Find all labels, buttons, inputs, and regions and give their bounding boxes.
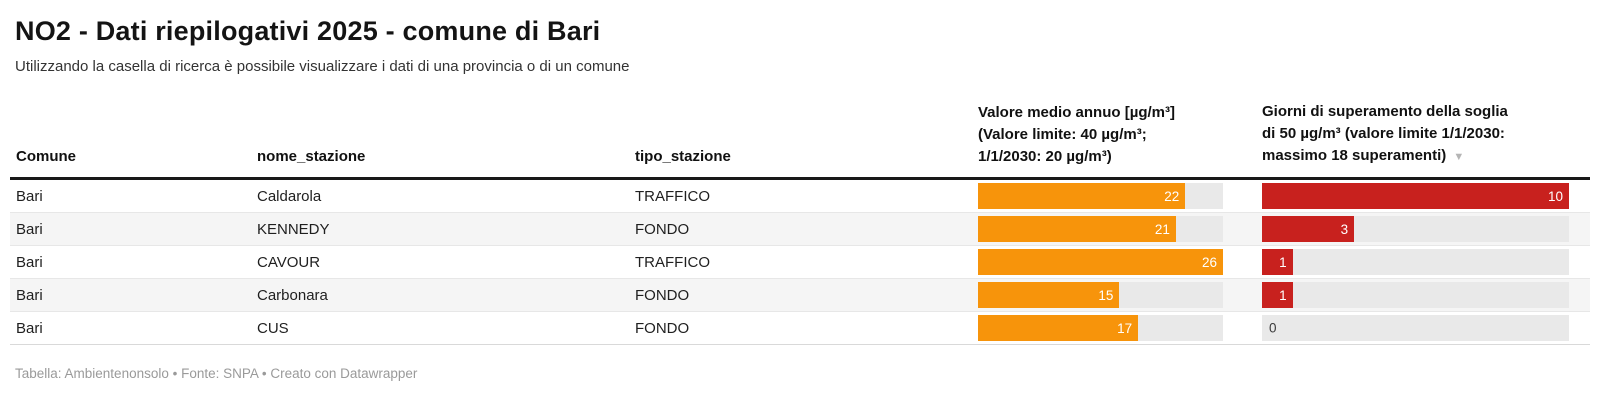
table-row: Bari Carbonara FONDO 15 1 <box>10 279 1590 312</box>
column-header-valore-medio[interactable]: Valore medio annuo [µg/m³] (Valore limit… <box>978 104 1175 165</box>
data-table: Comune nome_stazione tipo_stazione Valor… <box>10 101 1590 345</box>
cell-valore-medio: 15 <box>978 282 1223 308</box>
cell-valore-medio: 21 <box>978 216 1223 242</box>
table-row: Bari CUS FONDO 17 0 <box>10 312 1590 345</box>
cell-comune: Bari <box>16 319 43 337</box>
page-title: NO2 - Dati riepilogativi 2025 - comune d… <box>15 16 601 46</box>
valore-bar-value: 15 <box>1098 287 1114 303</box>
cell-comune: Bari <box>16 253 43 271</box>
cell-tipo-stazione: TRAFFICO <box>635 253 710 271</box>
cell-nome-stazione: Carbonara <box>257 286 328 304</box>
cell-comune: Bari <box>16 187 43 205</box>
giorni-bar: 3 <box>1262 216 1355 242</box>
giorni-bar-track: 1 <box>1262 282 1569 308</box>
table-row: Bari KENNEDY FONDO 21 3 <box>10 213 1590 246</box>
cell-giorni-superamento: 10 <box>1262 183 1569 209</box>
valore-bar-track: 17 <box>978 315 1223 341</box>
giorni-bar-value: 1 <box>1279 287 1287 303</box>
giorni-bar: 1 <box>1262 282 1293 308</box>
giorni-bar: 1 <box>1262 249 1293 275</box>
cell-tipo-stazione: FONDO <box>635 319 690 337</box>
giorni-bar-track: 10 <box>1262 183 1569 209</box>
valore-bar: 21 <box>978 216 1176 242</box>
giorni-bar-value: 0 <box>1269 320 1277 336</box>
cell-giorni-superamento: 1 <box>1262 249 1569 275</box>
table-row: Bari Caldarola TRAFFICO 22 10 <box>10 180 1590 213</box>
column-header-giorni-superamento[interactable]: Giorni di superamento della soglia di 50… <box>1262 103 1508 164</box>
valore-bar-value: 26 <box>1201 254 1217 270</box>
giorni-bar-value: 3 <box>1340 221 1349 237</box>
cell-comune: Bari <box>16 220 43 238</box>
valore-bar-value: 21 <box>1154 221 1170 237</box>
cell-giorni-superamento: 0 <box>1262 315 1569 341</box>
giorni-bar-track: 3 <box>1262 216 1569 242</box>
cell-nome-stazione: CAVOUR <box>257 253 321 271</box>
giorni-bar-value: 10 <box>1547 188 1563 204</box>
cell-giorni-superamento: 3 <box>1262 216 1569 242</box>
valore-bar-track: 26 <box>978 249 1223 275</box>
valore-bar: 22 <box>978 183 1186 209</box>
valore-bar-value: 22 <box>1164 188 1180 204</box>
table-row: Bari CAVOUR TRAFFICO 26 1 <box>10 246 1590 279</box>
sort-desc-icon[interactable]: ▼ <box>1453 151 1465 163</box>
column-header-nome-stazione[interactable]: nome_stazione <box>257 148 366 165</box>
cell-tipo-stazione: FONDO <box>635 286 690 304</box>
valore-bar-track: 15 <box>978 282 1223 308</box>
valore-bar-track: 22 <box>978 183 1223 209</box>
cell-valore-medio: 22 <box>978 183 1223 209</box>
cell-giorni-superamento: 1 <box>1262 282 1569 308</box>
giorni-bar-track: 1 <box>1262 249 1569 275</box>
column-header-tipo-stazione[interactable]: tipo_stazione <box>635 148 731 165</box>
cell-valore-medio: 17 <box>978 315 1223 341</box>
column-header-comune[interactable]: Comune <box>16 148 76 165</box>
cell-valore-medio: 26 <box>978 249 1223 275</box>
page-subtitle: Utilizzando la casella di ricerca è poss… <box>15 58 630 75</box>
cell-tipo-stazione: FONDO <box>635 220 690 238</box>
cell-nome-stazione: Caldarola <box>257 187 322 205</box>
table-header-row: Comune nome_stazione tipo_stazione Valor… <box>10 101 1590 180</box>
cell-comune: Bari <box>16 286 43 304</box>
cell-tipo-stazione: TRAFFICO <box>635 187 710 205</box>
valore-bar-track: 21 <box>978 216 1223 242</box>
giorni-bar-value: 1 <box>1279 254 1287 270</box>
valore-bar: 17 <box>978 315 1139 341</box>
valore-bar: 26 <box>978 249 1223 275</box>
attribution-footer: Tabella: Ambientenonsolo • Fonte: SNPA •… <box>15 366 418 381</box>
giorni-bar: 10 <box>1262 183 1569 209</box>
table-body: Bari Caldarola TRAFFICO 22 10 Bari KENNE… <box>10 180 1590 345</box>
giorni-bar-track: 0 <box>1262 315 1569 341</box>
cell-nome-stazione: KENNEDY <box>257 220 330 238</box>
cell-nome-stazione: CUS <box>257 319 289 337</box>
valore-bar: 15 <box>978 282 1120 308</box>
valore-bar-value: 17 <box>1117 320 1133 336</box>
